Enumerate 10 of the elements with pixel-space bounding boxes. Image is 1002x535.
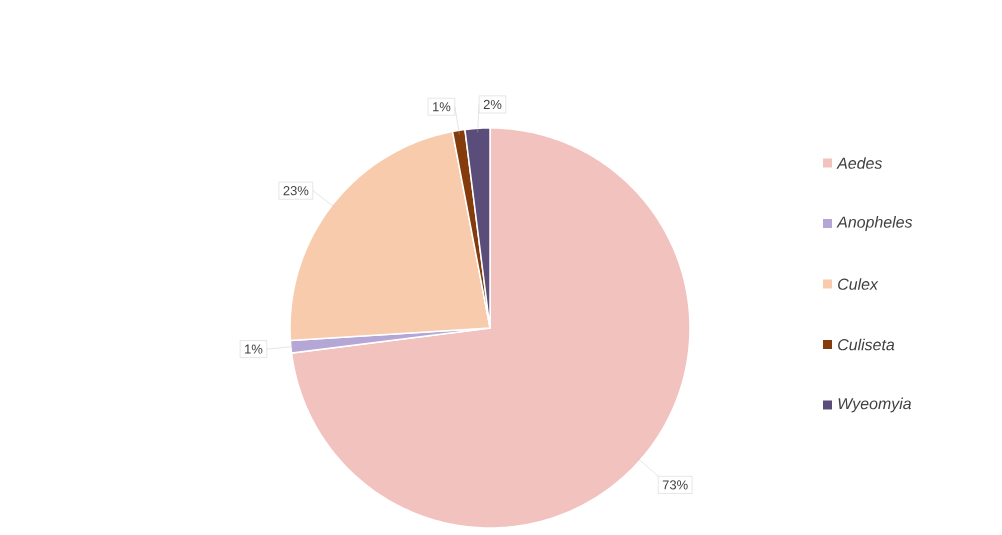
legend-label: Culex <box>838 278 879 290</box>
legend-label: Culiseta <box>838 338 895 351</box>
data-label: 1% <box>433 102 451 112</box>
legend-label: Anopheles <box>836 216 913 231</box>
data-label: 2% <box>483 99 502 109</box>
data-label: 23% <box>283 186 309 196</box>
data-label: 73% <box>662 480 688 490</box>
legend-label: Aedes <box>836 157 883 169</box>
data-label: 1% <box>245 344 263 354</box>
legend-label: Wyeomyia <box>838 397 912 413</box>
